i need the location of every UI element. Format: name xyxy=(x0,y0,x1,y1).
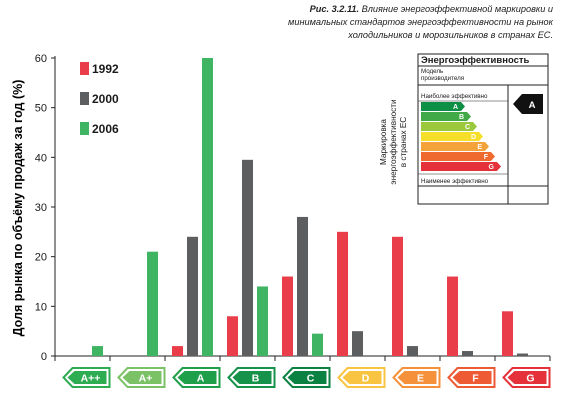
y-axis-label-group: Доля рынка по объёму продаж за год (%) xyxy=(11,80,25,337)
category-label-A+: A+ xyxy=(139,373,153,385)
y-tick-label: 10 xyxy=(35,301,47,313)
category-label-A: A xyxy=(197,373,205,385)
inset-bar-E xyxy=(421,142,489,151)
inset-rating-label: A xyxy=(529,100,536,111)
legend-swatch-2006 xyxy=(80,122,89,135)
bar-2000-C xyxy=(297,216,308,356)
bar-1992-A xyxy=(172,346,183,356)
category-badge-fill-A xyxy=(177,371,217,384)
inset-side-label-group: Маркировка энергоэффективности в странах Е… xyxy=(379,99,408,184)
legend: 1992 2000 2006 xyxy=(80,62,119,136)
y-tick-label: 60 xyxy=(35,53,47,65)
inset-bar-F xyxy=(421,152,495,161)
inset-maker-label: производителя xyxy=(421,75,464,82)
bar-2000-B xyxy=(242,159,253,356)
legend-swatch-2000 xyxy=(80,92,89,105)
bar-2006-A xyxy=(202,58,213,356)
y-tick-label: 30 xyxy=(35,202,47,214)
y-tick-label: 50 xyxy=(35,103,47,115)
category-badge-fill-C xyxy=(287,371,327,384)
bar-2000-F xyxy=(462,351,473,356)
legend-swatch-1992 xyxy=(80,62,89,75)
inset-side-label-3: в странах ЕС xyxy=(399,117,408,167)
bar-2000-G xyxy=(517,353,528,356)
category-label-G: G xyxy=(526,373,534,385)
bar-2006-C xyxy=(312,333,323,356)
y-tick-label: 0 xyxy=(41,351,47,363)
y-axis-label: Доля рынка по объёму продаж за год (%) xyxy=(11,80,25,337)
category-label-C: C xyxy=(307,373,315,385)
inset-bar-D xyxy=(421,132,483,141)
category-badge-fill-E xyxy=(397,371,437,384)
inset-bar-label-E: E xyxy=(477,144,482,151)
bar-2006-A+ xyxy=(147,251,158,356)
category-badge-fill-F xyxy=(452,371,492,384)
category-badge-fill-B xyxy=(232,371,272,384)
category-label-B: B xyxy=(252,373,260,385)
inset-most-label: Наиболее эффективно xyxy=(421,93,488,100)
inset-bar-label-C: C xyxy=(465,124,470,131)
y-tick-label: 40 xyxy=(35,152,47,164)
bar-2006-A++ xyxy=(92,346,103,356)
inset-bar-label-B: B xyxy=(459,114,464,121)
legend-label-2000: 2000 xyxy=(92,92,119,106)
inset-bar-label-G: G xyxy=(489,164,495,171)
bar-2006-B xyxy=(257,286,268,356)
category-badge-fill-G xyxy=(507,371,547,384)
inset-least-label: Наименее эффективно xyxy=(421,178,489,185)
inset-rating-arrow xyxy=(513,94,543,114)
category-label-E: E xyxy=(417,373,424,385)
category-labels: A++ A+ A B C D E F G xyxy=(62,367,551,388)
category-badge-fill-D xyxy=(342,371,382,384)
inset-bar-A xyxy=(421,102,465,111)
figure-caption: Рис. 3.2.11. Влияние энергоэффективной м… xyxy=(253,3,553,42)
category-badge-fill-A++ xyxy=(67,371,107,384)
inset-title: Энергоэффективность xyxy=(421,55,530,66)
inset-bar-label-F: F xyxy=(484,154,489,161)
y-tick-label: 20 xyxy=(35,252,47,264)
figure-number: Рис. 3.2.11. xyxy=(309,4,360,14)
bar-2000-E xyxy=(407,346,418,356)
figure-caption-text: Влияние энергоэффективной маркировки и м… xyxy=(288,4,553,40)
plot-area: 0 10 20 30 40 50 60 xyxy=(35,53,551,363)
inset-bar-G xyxy=(421,162,501,171)
inset-bar-B xyxy=(421,112,471,121)
category-badge-fill-A+ xyxy=(122,371,162,384)
category-label-A++: A++ xyxy=(81,373,101,385)
legend-label-1992: 1992 xyxy=(92,62,119,76)
inset-bar-label-A: A xyxy=(453,104,458,111)
category-label-F: F xyxy=(472,373,479,385)
bar-1992-C xyxy=(282,276,293,356)
bar-1992-F xyxy=(447,276,458,356)
inset-bar-C xyxy=(421,122,477,131)
inset-side-label-1: Маркировка xyxy=(379,119,388,165)
bar-2000-D xyxy=(352,331,363,356)
legend-label-2006: 2006 xyxy=(92,122,119,136)
bar-2000-A xyxy=(187,236,198,356)
bar-1992-D xyxy=(337,231,348,356)
inset-side-label-2: энергоэффективности xyxy=(389,99,398,184)
bar-1992-B xyxy=(227,316,238,356)
bar-1992-G xyxy=(502,311,513,356)
inset-bar-label-D: D xyxy=(471,134,476,141)
inset-model-label: Модель xyxy=(421,68,443,75)
category-label-D: D xyxy=(362,373,370,385)
bar-1992-E xyxy=(392,236,403,356)
